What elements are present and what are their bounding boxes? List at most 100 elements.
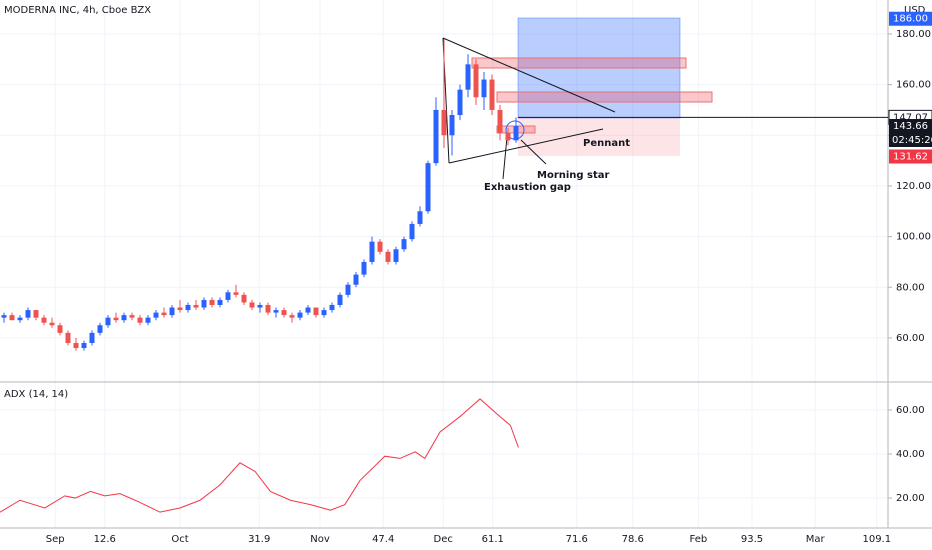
adx-line xyxy=(0,398,519,513)
annotation: Exhaustion gap xyxy=(484,182,571,193)
candle-body xyxy=(409,223,415,240)
candle-body xyxy=(513,125,519,141)
candle-body xyxy=(457,89,463,116)
candle-body xyxy=(1,315,7,318)
price-tag-label: 186.00 xyxy=(893,14,928,25)
candle-body xyxy=(377,241,383,252)
stop-zone xyxy=(518,118,680,156)
candle-body xyxy=(25,310,31,318)
candle-body xyxy=(89,332,95,343)
y-tick-label: 20.00 xyxy=(896,493,925,504)
candle-body xyxy=(137,317,143,323)
y-tick-label: 60.00 xyxy=(896,333,925,344)
drawings xyxy=(442,17,713,180)
candle-body xyxy=(321,310,327,316)
candle-body xyxy=(313,307,319,316)
candle-body xyxy=(177,307,183,311)
candle-body xyxy=(233,292,239,295)
candle-body xyxy=(385,251,391,262)
candle-body xyxy=(97,325,103,333)
candle-body xyxy=(113,317,119,321)
resistance-zone xyxy=(496,91,713,103)
candle-body xyxy=(241,294,247,303)
price-tag-label: 131.62 xyxy=(893,151,928,162)
candle-body xyxy=(353,274,359,285)
candle-body xyxy=(145,317,151,323)
price-tag-label: 143.66 xyxy=(893,121,928,132)
candle-body xyxy=(161,312,167,316)
candle-body xyxy=(41,317,47,323)
price-tag xyxy=(889,149,932,164)
candle-body xyxy=(393,249,399,262)
candle-body xyxy=(417,211,423,224)
candle-body xyxy=(361,261,367,275)
arrow xyxy=(502,136,508,180)
candle-body xyxy=(81,342,87,349)
candle-body xyxy=(369,241,375,262)
price-tag-label: 147.07 xyxy=(893,112,928,123)
candle-body xyxy=(441,109,447,136)
x-tick-label: 109.1 xyxy=(862,534,891,545)
candle-body xyxy=(193,304,199,308)
candle-body xyxy=(217,299,223,305)
candle-body xyxy=(425,163,431,212)
candle-body xyxy=(73,342,79,349)
candle-body xyxy=(329,304,335,311)
y-tick-label: 160.00 xyxy=(896,80,931,91)
x-tick-label: 61.1 xyxy=(482,534,504,545)
pane-title: ADX (14, 14) xyxy=(4,389,68,400)
candle-body xyxy=(337,294,343,305)
candle-body xyxy=(281,310,287,316)
candle-body xyxy=(153,312,159,318)
candle-body xyxy=(489,79,495,110)
candle-body xyxy=(121,315,127,321)
x-tick-label: Oct xyxy=(171,534,188,545)
x-tick-label: 93.5 xyxy=(741,534,763,545)
x-tick-label: 31.9 xyxy=(248,534,270,545)
candle-body xyxy=(9,315,15,321)
candle-body xyxy=(185,304,191,311)
resistance-zone xyxy=(471,57,687,69)
arrow xyxy=(520,139,547,165)
x-tick-label: Dec xyxy=(434,534,453,545)
x-tick-label: 71.6 xyxy=(566,534,588,545)
candle-body xyxy=(497,109,503,133)
chart-title: MODERNA INC, 4h, Cboe BZX xyxy=(4,5,151,16)
candle-body xyxy=(17,317,23,321)
candle-body xyxy=(297,312,303,318)
candle-body xyxy=(265,304,271,313)
x-tick-label: Mar xyxy=(806,534,826,545)
trend-line xyxy=(448,128,604,164)
candle-body xyxy=(169,307,175,316)
candle-body xyxy=(33,310,39,318)
countdown-tag xyxy=(889,132,932,147)
trend-line xyxy=(442,37,616,113)
candle-body xyxy=(225,292,231,300)
x-tick-label: 78.6 xyxy=(622,534,644,545)
y-tick-label: 100.00 xyxy=(896,232,931,243)
candle-body xyxy=(473,64,479,98)
currency-label: USD xyxy=(904,5,926,16)
candle-body xyxy=(305,307,311,313)
y-tick-label: 60.00 xyxy=(896,405,925,416)
price-tag xyxy=(889,118,932,133)
candle-body xyxy=(401,239,407,250)
candle-body xyxy=(345,284,351,295)
x-tick-label: 47.4 xyxy=(372,534,394,545)
countdown: 02:45:26 xyxy=(892,135,932,146)
x-tick-label: Sep xyxy=(46,534,65,545)
candle-body xyxy=(129,315,135,318)
candle-body xyxy=(209,299,215,305)
candle-body xyxy=(257,304,263,308)
candle-body xyxy=(57,325,63,333)
x-tick-label: 12.6 xyxy=(94,534,116,545)
y-tick-label: 80.00 xyxy=(896,282,925,293)
candle-body xyxy=(105,317,111,326)
candle-body xyxy=(273,310,279,313)
y-tick-label: 180.00 xyxy=(896,29,931,40)
y-tick-label: 120.00 xyxy=(896,181,931,192)
candle-body xyxy=(505,132,511,141)
candle-body xyxy=(449,115,455,136)
candle-body xyxy=(481,79,487,98)
